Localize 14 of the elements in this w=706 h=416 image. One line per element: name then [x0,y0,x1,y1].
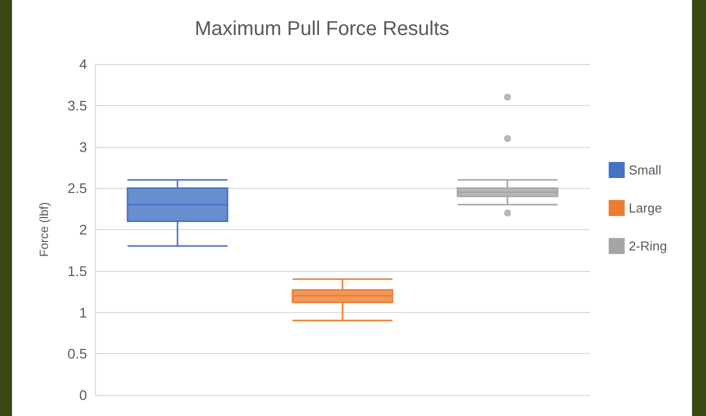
y-axis-title: Force (lbf) [37,202,51,257]
legend-label: Small [628,162,662,178]
y-tick-label: 2.5 [68,180,88,196]
y-tick-label: 0 [79,387,88,403]
y-tick-label: 1 [79,304,88,320]
y-tick-label: 0.5 [68,346,88,362]
y-tick-label: 4 [79,56,88,72]
legend-label: 2-Ring [628,238,667,254]
y-tick-label: 3.5 [68,97,88,114]
y-tick-label: 1.5 [68,262,88,279]
legend-label: Large [628,200,662,216]
chart-title: Maximum Pull Force Results [194,18,450,40]
y-tick-label: 2 [79,222,88,238]
y-tick-label: 3 [79,138,88,155]
